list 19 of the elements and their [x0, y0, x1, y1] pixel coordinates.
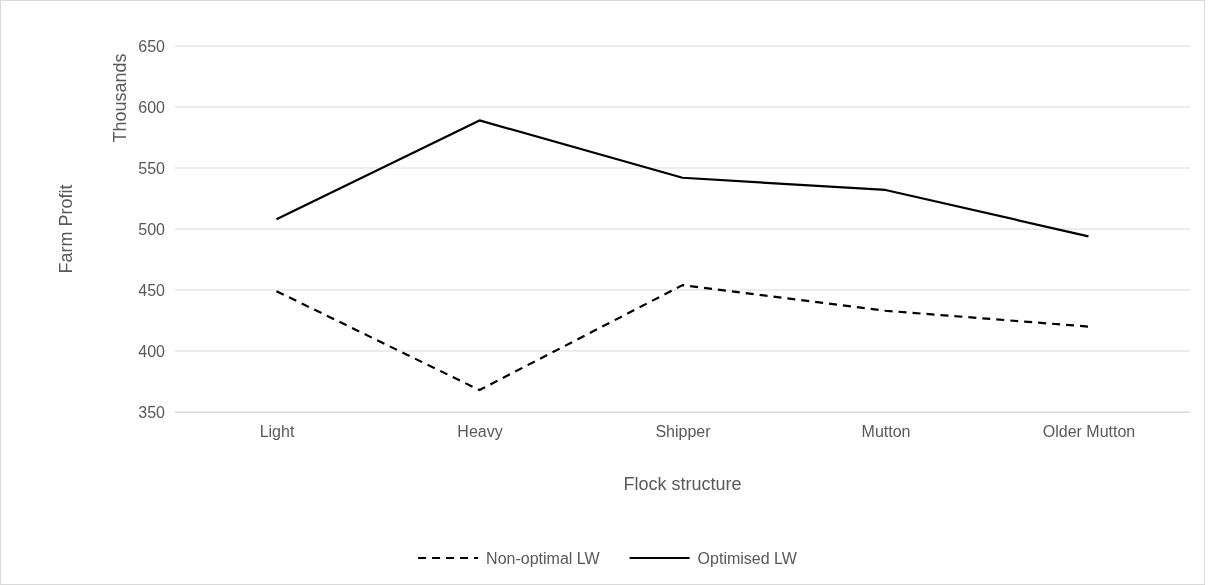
x-axis-title: Flock structure [623, 474, 742, 494]
x-tick-label: Mutton [861, 423, 911, 441]
y-tick-label: 650 [138, 37, 166, 55]
y-tick-label: 500 [138, 220, 166, 238]
y-tick-label: 350 [138, 403, 166, 421]
line-series [275, 119, 1090, 238]
x-tick-label: Shipper [655, 423, 712, 441]
line-series [275, 284, 1090, 392]
y-tick-label: 450 [138, 281, 166, 299]
legend-label: Optimised LW [697, 550, 798, 567]
x-tick-label: Light [259, 423, 295, 441]
y-axis-title: Farm Profit [56, 184, 76, 274]
text: Thousands [110, 53, 130, 143]
x-tick-label: Heavy [457, 423, 503, 441]
x-tick-label: Older Mutton [1042, 423, 1136, 441]
y-tick-label: 550 [138, 159, 166, 177]
y-tick-label: 400 [138, 342, 166, 360]
legend-label: Non-optimal LW [486, 550, 601, 567]
y-tick-label: 600 [138, 98, 166, 116]
